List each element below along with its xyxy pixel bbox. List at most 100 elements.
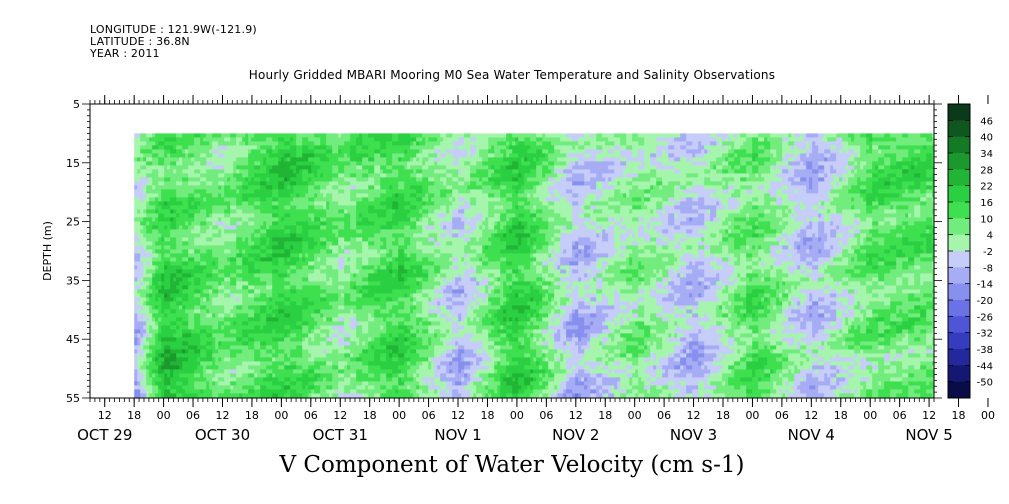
heat-cell	[299, 153, 303, 158]
heat-cell	[233, 301, 237, 306]
heat-cell	[173, 309, 177, 314]
heat-cell	[239, 329, 243, 334]
heat-cell	[335, 137, 339, 142]
heat-cell	[239, 237, 243, 242]
heat-cell	[254, 285, 258, 290]
heat-cell	[278, 277, 282, 282]
heat-cell	[314, 377, 318, 382]
heat-cell	[341, 321, 345, 326]
heat-cell	[293, 349, 297, 354]
heat-cell	[272, 285, 276, 290]
heat-cell	[347, 269, 351, 274]
heat-cell	[287, 385, 291, 390]
heat-cell	[239, 381, 243, 386]
heat-cell	[134, 245, 138, 250]
heat-cell	[158, 169, 162, 174]
heat-cell	[266, 361, 270, 366]
heat-cell	[170, 233, 174, 238]
heat-cell	[155, 261, 159, 266]
heat-cell	[188, 181, 192, 186]
heat-cell	[161, 161, 165, 166]
heat-cell	[266, 305, 270, 310]
heat-cell	[263, 389, 267, 394]
heat-cell	[263, 133, 267, 138]
heat-cell	[344, 385, 348, 390]
heat-cell	[197, 261, 201, 266]
heat-cell	[137, 297, 141, 302]
heat-cell	[290, 389, 294, 394]
heat-cell	[197, 157, 201, 162]
heat-cell	[227, 297, 231, 302]
heat-cell	[260, 369, 264, 374]
heat-cell	[344, 145, 348, 150]
heat-cell	[308, 393, 312, 398]
heat-cell	[248, 385, 252, 390]
heat-cell	[209, 145, 213, 150]
heat-cell	[332, 325, 336, 330]
heat-cell	[245, 209, 249, 214]
heat-cell	[218, 213, 222, 218]
heat-cell	[227, 353, 231, 358]
heat-cell	[278, 221, 282, 226]
heat-cell	[134, 137, 138, 142]
heat-cell	[155, 357, 159, 362]
heat-cell	[200, 373, 204, 378]
heat-cell	[260, 393, 264, 398]
heat-cell	[311, 301, 315, 306]
heat-cell	[224, 393, 228, 398]
heat-cell	[191, 245, 195, 250]
heat-cell	[323, 153, 327, 158]
heat-cell	[179, 381, 183, 386]
heat-cell	[236, 149, 240, 154]
heat-cell	[347, 217, 351, 222]
heat-cell	[188, 137, 192, 142]
heat-cell	[230, 393, 234, 398]
heat-cell	[233, 165, 237, 170]
heat-cell	[143, 257, 147, 262]
heat-cell	[179, 321, 183, 326]
heat-cell	[302, 301, 306, 306]
heat-cell	[143, 345, 147, 350]
heat-cell	[134, 213, 138, 218]
heat-cell	[287, 217, 291, 222]
heat-cell	[236, 313, 240, 318]
heat-cell	[296, 185, 300, 190]
heat-cell	[194, 161, 198, 166]
heat-cell	[251, 273, 255, 278]
heat-cell	[146, 173, 150, 178]
heat-cell	[143, 233, 147, 238]
heat-cell	[278, 233, 282, 238]
heat-cell	[173, 297, 177, 302]
heat-cell	[194, 325, 198, 330]
heat-cell	[281, 381, 285, 386]
heat-cell	[329, 233, 333, 238]
heat-cell	[200, 221, 204, 226]
heat-cell	[137, 149, 141, 154]
heat-cell	[326, 313, 330, 318]
heat-cell	[299, 297, 303, 302]
heat-cell	[233, 365, 237, 370]
heat-cell	[272, 257, 276, 262]
heat-cell	[182, 289, 186, 294]
heat-cell	[260, 149, 264, 154]
heat-cell	[230, 173, 234, 178]
heat-cell	[284, 197, 288, 202]
heat-cell	[164, 241, 168, 246]
heat-cell	[272, 217, 276, 222]
heat-cell	[350, 225, 354, 230]
heat-cell	[350, 197, 354, 202]
heat-cell	[215, 361, 219, 366]
heat-cell	[239, 141, 243, 146]
heat-cell	[332, 305, 336, 310]
heat-cell	[260, 141, 264, 146]
heat-cell	[152, 245, 156, 250]
heat-cell	[200, 309, 204, 314]
heat-cell	[350, 157, 354, 162]
heat-cell	[146, 157, 150, 162]
heat-cell	[260, 229, 264, 234]
heat-cell	[257, 193, 261, 198]
heat-cell	[197, 137, 201, 142]
heat-cell	[161, 149, 165, 154]
heat-cell	[332, 361, 336, 366]
heat-cell	[209, 197, 213, 202]
